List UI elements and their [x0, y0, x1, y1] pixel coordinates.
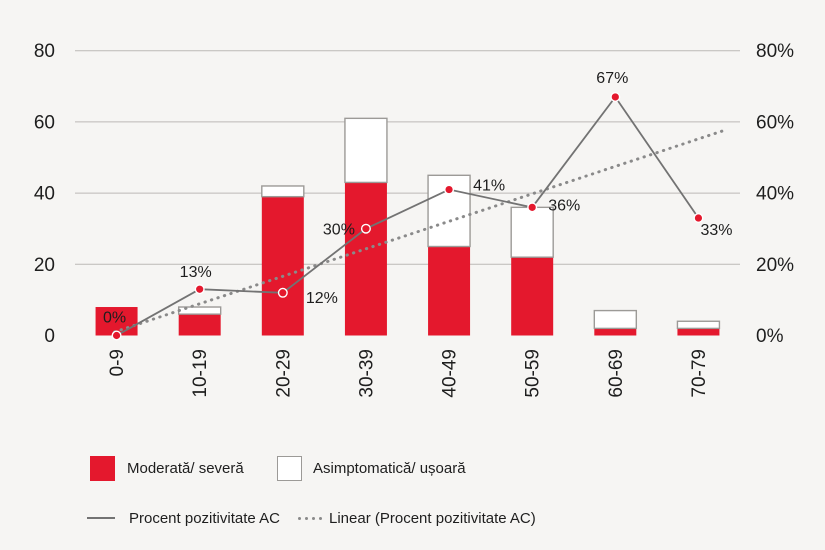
x-tick-label: 30-39	[356, 349, 377, 398]
data-label: 41%	[473, 178, 505, 195]
data-point-marker	[610, 91, 621, 102]
legend-label-asymptomatic: Asimptomatică/ ușoară	[313, 459, 466, 477]
trend-line	[113, 129, 725, 334]
data-point-marker	[277, 287, 288, 298]
bar-asymptomatic	[676, 320, 721, 330]
y-tick-label-right: 60%	[756, 112, 794, 133]
data-label: 33%	[700, 222, 732, 239]
legend-item-positivity-line: Procent pozitivitate AC	[87, 504, 280, 532]
bar-asymptomatic	[593, 309, 638, 330]
y-tick-label-right: 20%	[756, 255, 794, 276]
y-tick-label-left: 0	[44, 326, 55, 347]
x-tick-label: 60-69	[606, 349, 627, 398]
x-tick-label: 50-59	[523, 349, 544, 398]
x-tick-label: 20-29	[273, 349, 294, 398]
bar-asymptomatic	[510, 206, 554, 258]
bar-moderate	[344, 182, 387, 336]
y-tick-label-left: 80	[34, 41, 55, 62]
bar-moderate	[428, 246, 471, 336]
bar-moderate	[511, 257, 554, 336]
data-label: 30%	[323, 222, 355, 239]
y-tick-label-right: 80%	[756, 41, 794, 62]
y-tick-label-left: 60	[34, 112, 55, 133]
data-point-marker	[360, 223, 371, 234]
legend-label-positivity-line: Procent pozitivitate AC	[129, 509, 280, 527]
dotted-line-swatch-icon	[298, 516, 322, 520]
x-tick-label: 0-9	[107, 349, 128, 376]
y-tick-label-right: 0%	[756, 326, 784, 347]
data-point-marker	[111, 330, 122, 341]
asymptomatic-swatch-icon	[277, 455, 302, 481]
y-tick-label-right: 40%	[756, 184, 794, 205]
bar-moderate	[261, 196, 304, 336]
x-tick-label: 40-49	[440, 349, 461, 398]
data-label: 36%	[548, 197, 580, 214]
bar-moderate	[677, 328, 720, 336]
legend-label-trendline: Linear (Procent pozitivitate AC)	[329, 509, 536, 527]
data-label: 0%	[103, 310, 126, 327]
legend-item-asymptomatic: Asimptomatică/ ușoară	[277, 454, 466, 482]
bar-asymptomatic	[344, 117, 388, 184]
combo-chart: 0 20 40 60 80 0% 20% 40% 60% 80% 0% 13% 12% 30% 41% 36%…	[34, 41, 794, 398]
legend-item-trendline: Linear (Procent pozitivitate AC)	[298, 504, 536, 532]
bar-asymptomatic	[261, 185, 305, 198]
data-label: 67%	[596, 70, 628, 87]
y-tick-label-left: 40	[34, 184, 55, 205]
positivity-line	[116, 95, 700, 337]
data-point-marker	[527, 202, 538, 213]
data-label: 13%	[180, 264, 212, 281]
x-tick-label: 70-79	[689, 349, 710, 398]
moderate-swatch-icon	[90, 455, 115, 481]
y-tick-label-left: 20	[34, 255, 55, 276]
line-swatch-icon	[87, 517, 115, 519]
legend-label-moderate: Moderată/ severă	[127, 459, 244, 477]
x-tick-label: 10-19	[190, 349, 211, 398]
data-point-marker	[444, 184, 455, 195]
data-point-marker	[693, 213, 704, 224]
data-point-marker	[194, 284, 205, 295]
bar-moderate	[178, 314, 221, 336]
legend-item-moderate: Moderată/ severă	[90, 454, 244, 482]
bar-moderate	[594, 328, 637, 336]
data-label: 12%	[306, 290, 338, 307]
